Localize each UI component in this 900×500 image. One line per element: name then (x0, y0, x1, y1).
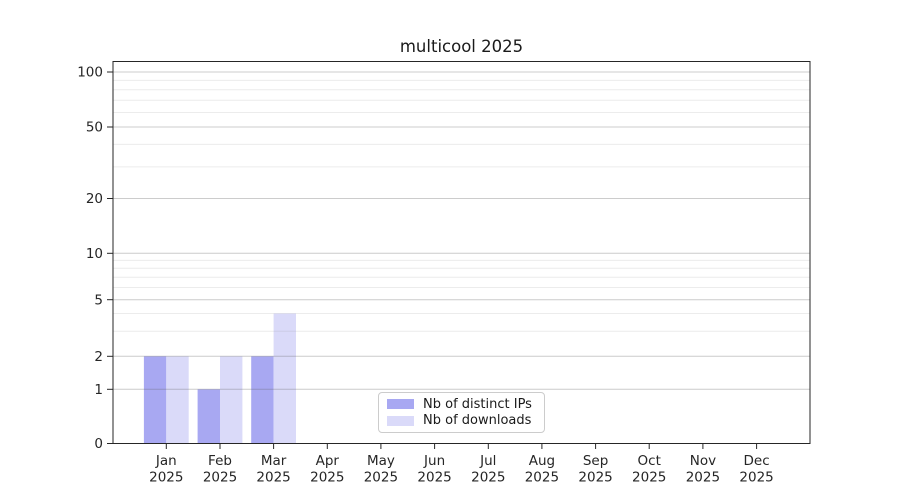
x-tick-label-aug: Aug 2025 (525, 453, 559, 486)
x-tick-label-jun: Jun 2025 (417, 453, 451, 486)
bar-distinct-ips-jan (143, 356, 167, 444)
x-tick-label-jan: Jan 2025 (149, 453, 183, 486)
legend-swatch-distinct-ips (387, 399, 414, 410)
x-tick-label-oct: Oct 2025 (632, 453, 666, 486)
x-tick-label-sep: Sep 2025 (578, 453, 612, 486)
x-tick-label-may: May 2025 (364, 453, 398, 486)
y-tick-label-2: 2 (94, 349, 103, 365)
bar-distinct-ips-feb (197, 389, 220, 444)
x-tick-label-dec: Dec 2025 (739, 453, 773, 486)
plot-spines (112, 61, 811, 444)
x-tick-label-mar: Mar 2025 (256, 453, 290, 486)
x-tick-label-feb: Feb 2025 (203, 453, 237, 486)
y-tick-label-1: 1 (94, 382, 103, 398)
legend: Nb of distinct IPs Nb of downloads (378, 392, 545, 433)
chart-title: multicool 2025 (399, 37, 524, 56)
legend-swatch-downloads (387, 415, 414, 426)
bar-downloads-jan (166, 356, 189, 444)
legend-item-distinct-ips: Nb of distinct IPs (387, 397, 538, 412)
y-tick-label-20: 20 (86, 191, 103, 207)
y-tick-label-100: 100 (77, 65, 103, 81)
bars-downloads (166, 313, 296, 444)
legend-label-downloads: Nb of downloads (423, 413, 532, 429)
bars-distinct-ips (143, 356, 274, 444)
legend-label-distinct-ips: Nb of distinct IPs (423, 396, 532, 412)
major-gridlines (113, 71, 810, 444)
y-axis: 0 1 2 5 10 20 50 100 (77, 65, 113, 452)
y-tick-label-0: 0 (94, 436, 103, 452)
x-tick-label-nov: Nov 2025 (686, 453, 720, 486)
legend-item-downloads: Nb of downloads (387, 413, 538, 428)
x-tick-label-jul: Jul 2025 (471, 453, 505, 486)
bar-distinct-ips-mar (251, 356, 274, 444)
minor-gridlines (113, 79, 810, 332)
x-axis: Jan 2025 Feb 2025 Mar 2025 Apr 2025 May 2025 Jun 20… (149, 443, 774, 486)
x-tick-label-apr: Apr 2025 (310, 453, 344, 486)
bar-downloads-feb (220, 356, 243, 444)
y-tick-label-10: 10 (86, 246, 103, 262)
bars (143, 313, 296, 444)
y-tick-label-50: 50 (86, 120, 103, 136)
bar-downloads-mar (273, 313, 296, 444)
y-tick-label-5: 5 (94, 292, 103, 308)
